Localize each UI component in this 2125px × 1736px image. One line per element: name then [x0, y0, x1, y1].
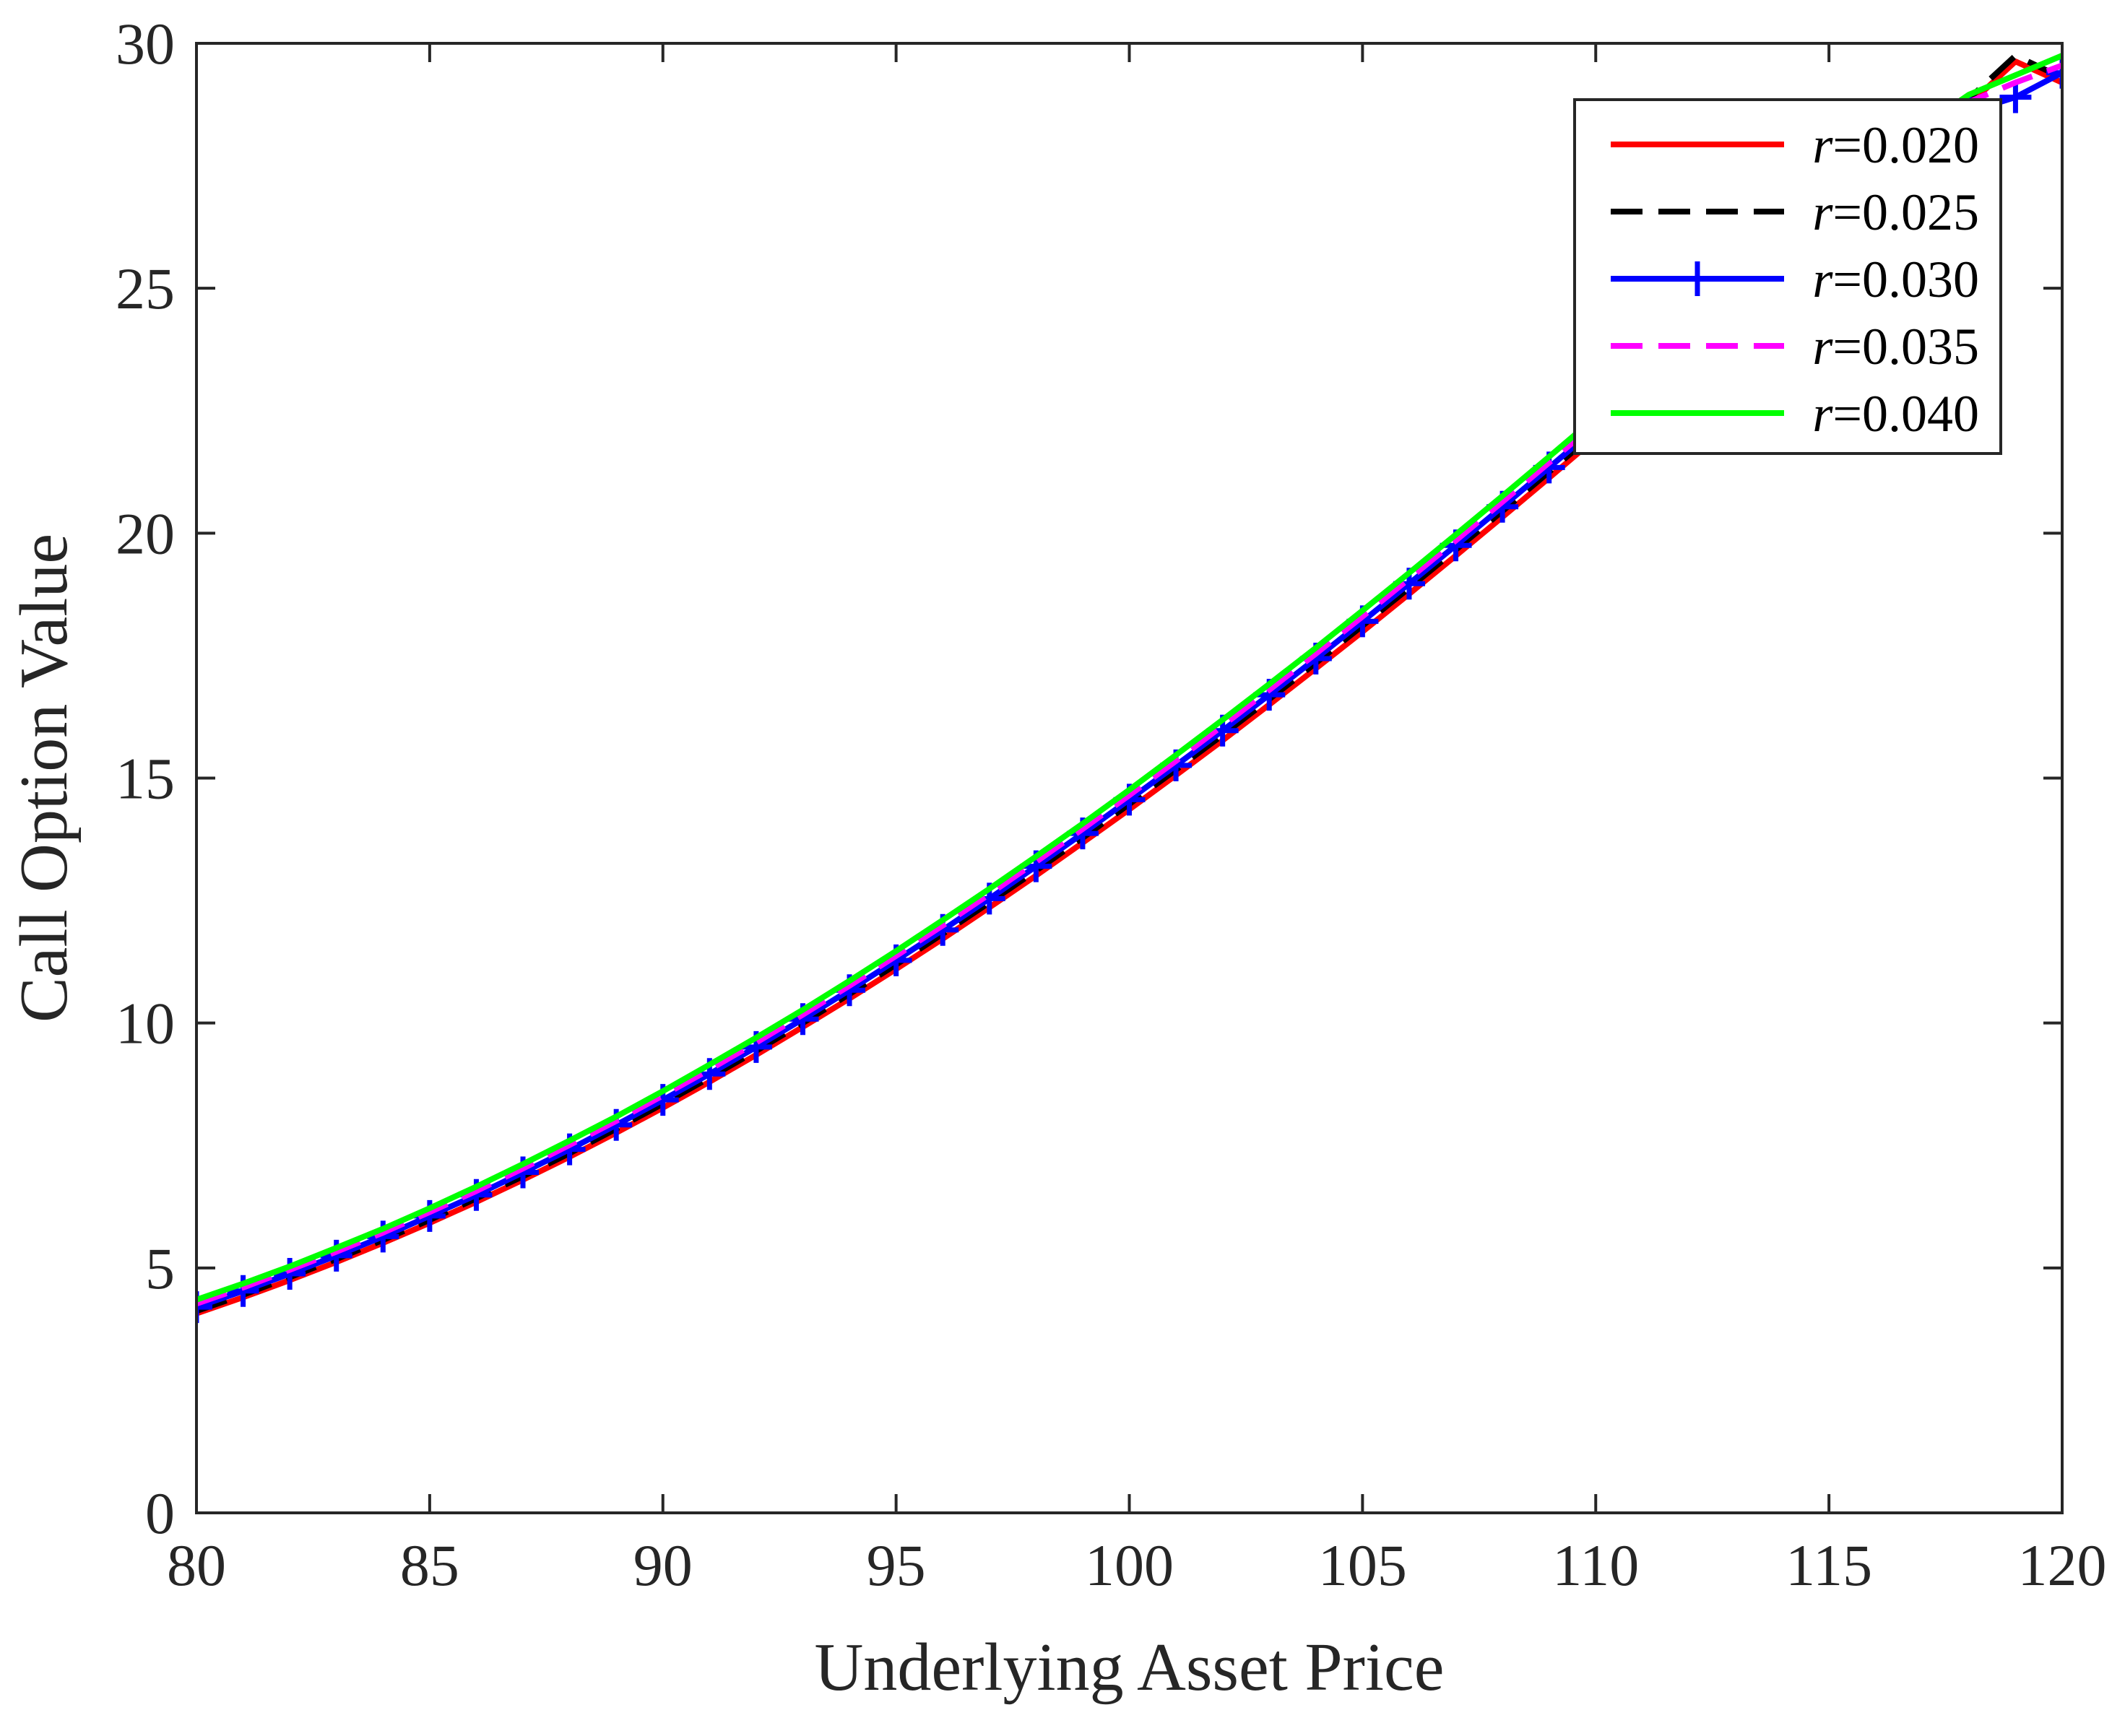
legend: r=0.020 r=0.025 r=0.030 r=0.035 r=0.040 — [1573, 98, 2002, 455]
x-tick-label: 120 — [2018, 1532, 2107, 1598]
y-axis-title: Call Option Value — [7, 534, 82, 1023]
x-axis-title: Underlying Asset Price — [815, 1630, 1445, 1705]
axes-layer: 80 85 90 95 100 105 110 115 120 0 5 10 15 20 25 30 — [116, 11, 2107, 1598]
x-tick-label: 95 — [867, 1532, 926, 1598]
series-marker — [227, 1275, 259, 1307]
y-tick-label: 20 — [116, 500, 175, 566]
y-tick-label: 25 — [116, 256, 175, 321]
y-tick-label: 30 — [116, 11, 175, 77]
legend-label: r=0.020 — [1812, 116, 1979, 174]
x-tick-label: 80 — [167, 1532, 226, 1598]
series-marker — [196, 1291, 212, 1324]
series-marker — [274, 1257, 306, 1290]
y-tick-label: 0 — [145, 1480, 175, 1546]
x-tick-label: 110 — [1552, 1532, 1639, 1598]
legend-label: r=0.035 — [1812, 318, 1979, 376]
x-tick-label: 115 — [1786, 1532, 1872, 1598]
series-marker — [2046, 56, 2062, 89]
legend-label: r=0.025 — [1812, 183, 1979, 241]
x-tick-label: 85 — [400, 1532, 459, 1598]
legend-label: r=0.040 — [1812, 385, 1979, 443]
x-tick-label: 90 — [633, 1532, 693, 1598]
series-marker — [1999, 81, 2032, 113]
x-tick-label: 100 — [1085, 1532, 1174, 1598]
x-tick-label: 105 — [1318, 1532, 1407, 1598]
y-tick-label: 15 — [116, 746, 175, 812]
legend-label: r=0.030 — [1812, 251, 1979, 308]
y-tick-label: 10 — [116, 991, 175, 1056]
y-tick-label: 5 — [145, 1236, 175, 1301]
